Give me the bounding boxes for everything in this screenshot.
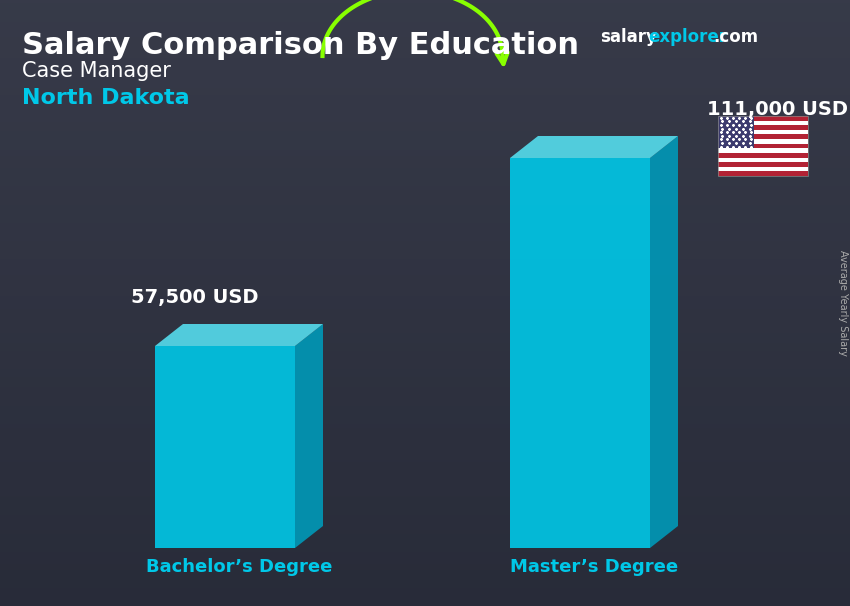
Polygon shape: [295, 324, 323, 548]
Bar: [718, 139, 808, 144]
Polygon shape: [650, 136, 678, 548]
Text: Case Manager: Case Manager: [22, 61, 171, 81]
Text: Bachelor’s Degree: Bachelor’s Degree: [146, 558, 332, 576]
Text: .com: .com: [713, 28, 758, 46]
Bar: [718, 171, 808, 176]
Bar: [718, 135, 808, 139]
Text: North Dakota: North Dakota: [22, 88, 190, 108]
Bar: [718, 158, 808, 162]
Bar: [718, 130, 808, 135]
Text: 111,000 USD: 111,000 USD: [707, 100, 848, 119]
Bar: [718, 153, 808, 158]
Bar: [718, 167, 808, 171]
Text: explorer: explorer: [648, 28, 727, 46]
Bar: [718, 162, 808, 167]
Bar: [718, 125, 808, 130]
Text: Average Yearly Salary: Average Yearly Salary: [838, 250, 848, 356]
Bar: [718, 116, 808, 121]
Polygon shape: [155, 346, 295, 548]
Text: Salary Comparison By Education: Salary Comparison By Education: [22, 31, 579, 60]
Bar: [718, 144, 808, 148]
Bar: [718, 116, 808, 176]
Polygon shape: [155, 324, 323, 346]
Polygon shape: [510, 136, 678, 158]
Bar: [718, 116, 754, 148]
Bar: [718, 148, 808, 153]
Text: Master’s Degree: Master’s Degree: [510, 558, 678, 576]
Polygon shape: [510, 158, 650, 548]
Text: salary: salary: [600, 28, 657, 46]
Bar: [718, 121, 808, 125]
Text: 57,500 USD: 57,500 USD: [131, 288, 258, 307]
